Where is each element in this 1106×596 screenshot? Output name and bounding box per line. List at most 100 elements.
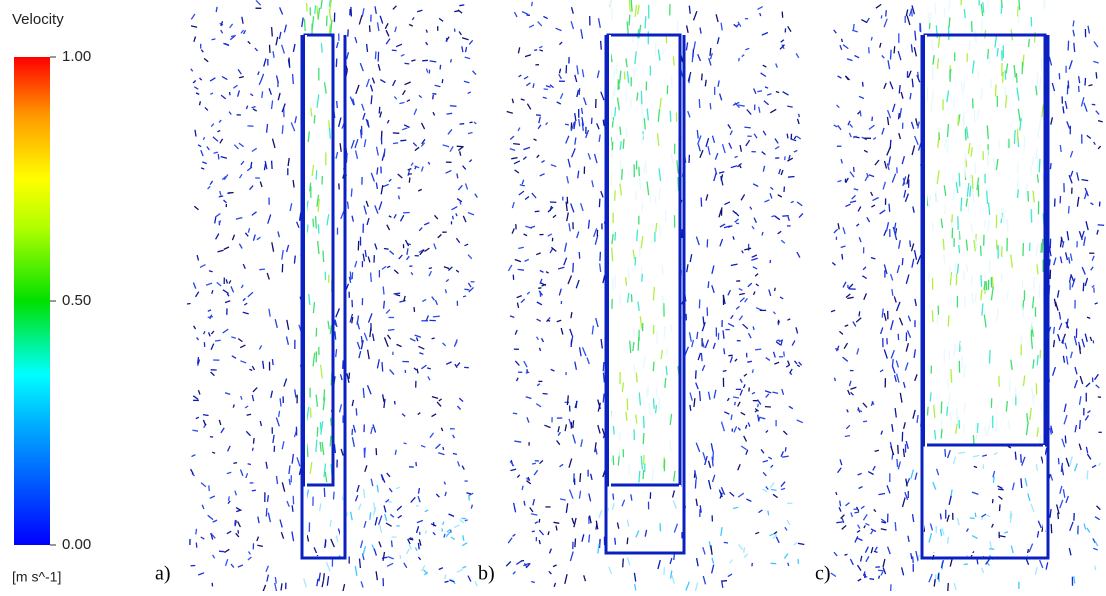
vector — [572, 7, 574, 14]
vector — [673, 56, 674, 65]
vector — [1084, 103, 1087, 112]
vector — [371, 85, 373, 92]
vector — [210, 93, 213, 94]
vector — [1079, 76, 1080, 83]
vector — [191, 469, 194, 474]
vector — [688, 111, 690, 117]
vector — [977, 560, 978, 565]
vector — [966, 198, 967, 206]
vector — [537, 302, 542, 305]
vector — [1031, 504, 1034, 512]
vector — [1058, 334, 1060, 341]
vector — [950, 559, 952, 567]
vector — [655, 196, 656, 205]
vector — [697, 130, 698, 138]
vector — [422, 167, 424, 172]
vector — [622, 382, 623, 392]
vector — [1011, 360, 1013, 370]
vector — [363, 388, 364, 398]
vector — [309, 294, 310, 305]
vector — [383, 552, 385, 561]
vector — [1006, 401, 1007, 412]
vector — [875, 450, 879, 451]
vector — [355, 566, 357, 576]
vector — [642, 274, 643, 282]
vector — [601, 339, 602, 349]
vector — [851, 392, 854, 395]
vector — [981, 246, 982, 256]
vector — [627, 520, 629, 527]
vector — [335, 331, 336, 339]
vector — [773, 534, 777, 539]
vector — [762, 232, 763, 236]
vector — [788, 26, 791, 31]
vector — [1061, 238, 1062, 248]
vector — [579, 491, 580, 499]
vector — [850, 559, 853, 565]
vector — [788, 563, 789, 566]
vector — [644, 416, 645, 428]
vector — [895, 522, 896, 531]
vector — [908, 536, 909, 542]
vector — [881, 327, 883, 334]
vector — [996, 159, 998, 170]
vector — [436, 494, 439, 497]
vector — [1007, 291, 1008, 300]
vector — [881, 529, 887, 530]
vector — [799, 362, 802, 365]
vector — [967, 183, 968, 197]
vector — [603, 362, 604, 371]
vector — [699, 99, 700, 108]
vector — [419, 539, 421, 545]
vector — [331, 539, 335, 547]
vector — [773, 312, 775, 314]
vector — [443, 522, 444, 525]
vector — [864, 293, 867, 299]
vector — [714, 390, 716, 399]
vector — [375, 6, 376, 14]
vector — [328, 321, 329, 330]
vector — [260, 182, 262, 188]
vector — [214, 152, 219, 153]
vector — [368, 385, 372, 394]
vector — [582, 69, 583, 77]
vector — [712, 266, 714, 274]
vector — [588, 220, 589, 229]
vector — [1073, 21, 1074, 27]
vector — [468, 283, 471, 287]
vector — [280, 7, 283, 14]
vector — [955, 261, 956, 271]
vector — [717, 37, 719, 44]
vector — [385, 337, 389, 346]
vector — [375, 51, 376, 59]
vector — [744, 127, 750, 128]
vector — [534, 139, 537, 141]
vector — [617, 523, 618, 529]
vector — [559, 69, 560, 74]
vector — [368, 257, 370, 263]
vector — [713, 475, 715, 482]
vector — [316, 440, 317, 452]
vector — [711, 443, 713, 451]
vector — [960, 342, 962, 352]
vector — [906, 275, 909, 284]
vector — [981, 275, 982, 287]
vector — [390, 251, 394, 255]
vector — [222, 77, 227, 80]
vector — [672, 575, 674, 583]
vector — [847, 59, 853, 61]
vector — [756, 284, 759, 286]
vector — [741, 412, 745, 415]
vector — [524, 361, 527, 367]
vector — [993, 499, 994, 503]
vector — [240, 345, 245, 348]
vector — [891, 320, 894, 330]
vector — [1088, 26, 1089, 34]
vector — [790, 139, 796, 141]
vector — [394, 214, 396, 218]
vector — [948, 537, 949, 544]
vector — [352, 437, 354, 447]
vector — [426, 30, 427, 33]
vector — [1098, 146, 1101, 149]
vector — [881, 431, 882, 435]
